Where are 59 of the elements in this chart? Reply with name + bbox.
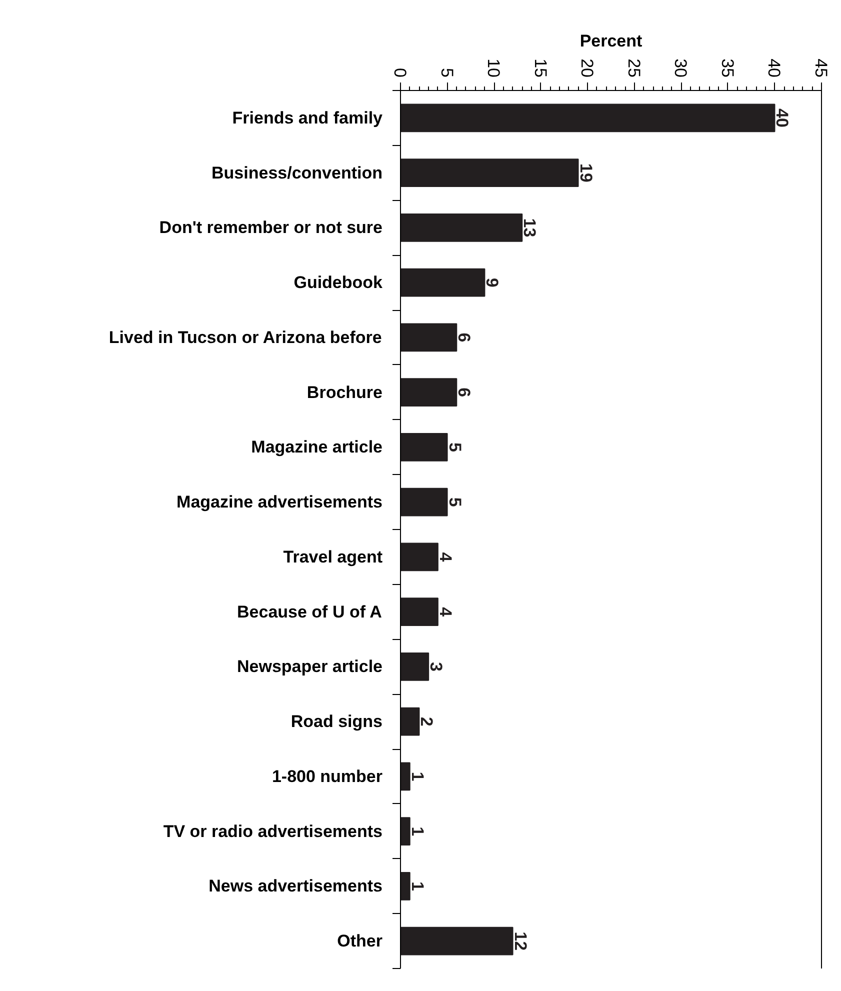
x-tick-label: 5 [437, 68, 456, 78]
bar [400, 542, 438, 572]
data-label: 19 [576, 163, 596, 182]
x-tick-label: 30 [671, 58, 690, 78]
y-tick-label: Brochure [306, 382, 383, 402]
x-tick-label: 0 [390, 68, 410, 78]
bar [400, 268, 486, 297]
bar [400, 762, 410, 791]
data-label: 4 [436, 607, 455, 618]
y-tick-label: Newspaper article [236, 657, 383, 676]
bar [400, 323, 458, 352]
y-tick-label: Road signs [290, 712, 382, 732]
data-label: 5 [445, 442, 464, 452]
bar [400, 652, 430, 681]
bar [400, 104, 776, 132]
y-tick-label: Business/convention [212, 163, 383, 182]
y-tick-label: Travel agent [283, 547, 383, 566]
bar [400, 598, 438, 626]
x-tick-label: 35 [718, 58, 737, 78]
data-label: 6 [454, 388, 474, 398]
data-label: 3 [426, 662, 446, 672]
bar [400, 158, 579, 188]
y-tick-label: Because of U of A [237, 602, 382, 622]
y-tick-label: Other [337, 932, 383, 951]
data-label: 5 [445, 497, 464, 507]
bar [400, 926, 514, 956]
y-tick-label: Magazine advertisements [176, 492, 382, 512]
data-label: 6 [454, 332, 474, 342]
y-tick-label: Guidebook [294, 273, 384, 292]
data-label: 1 [408, 881, 427, 891]
x-tick-label: 45 [812, 58, 830, 78]
bar [400, 432, 448, 462]
data-label: 2 [417, 716, 436, 726]
bar [400, 707, 420, 736]
data-label: 1 [408, 826, 427, 836]
y-tick-label: Lived in Tucson or Arizona before [108, 328, 382, 347]
x-axis-title: Percent [580, 32, 643, 51]
x-tick-label: 20 [578, 58, 597, 78]
bar [400, 488, 448, 516]
bar [400, 378, 458, 407]
y-tick-label: Don't remember or not sure [159, 218, 383, 238]
bar [400, 213, 523, 242]
data-label: 12 [510, 932, 530, 951]
data-label: 1 [408, 772, 427, 782]
data-label: 40 [772, 108, 792, 128]
data-label: 4 [436, 552, 455, 562]
y-tick-label: 1-800 number [272, 766, 383, 786]
y-tick-label: Magazine article [251, 438, 382, 457]
x-tick-label: 10 [484, 58, 504, 78]
data-label: 9 [482, 278, 502, 288]
bar [400, 817, 410, 846]
bar [400, 872, 410, 900]
y-tick-label: TV or radio advertisements [163, 822, 383, 841]
data-label: 13 [520, 218, 540, 238]
y-tick-label: News advertisements [208, 876, 383, 896]
y-tick-label: Friends and family [232, 108, 384, 128]
x-tick-label: 25 [624, 58, 644, 78]
x-tick-label: 40 [764, 58, 784, 78]
x-tick-label: 15 [530, 58, 550, 78]
